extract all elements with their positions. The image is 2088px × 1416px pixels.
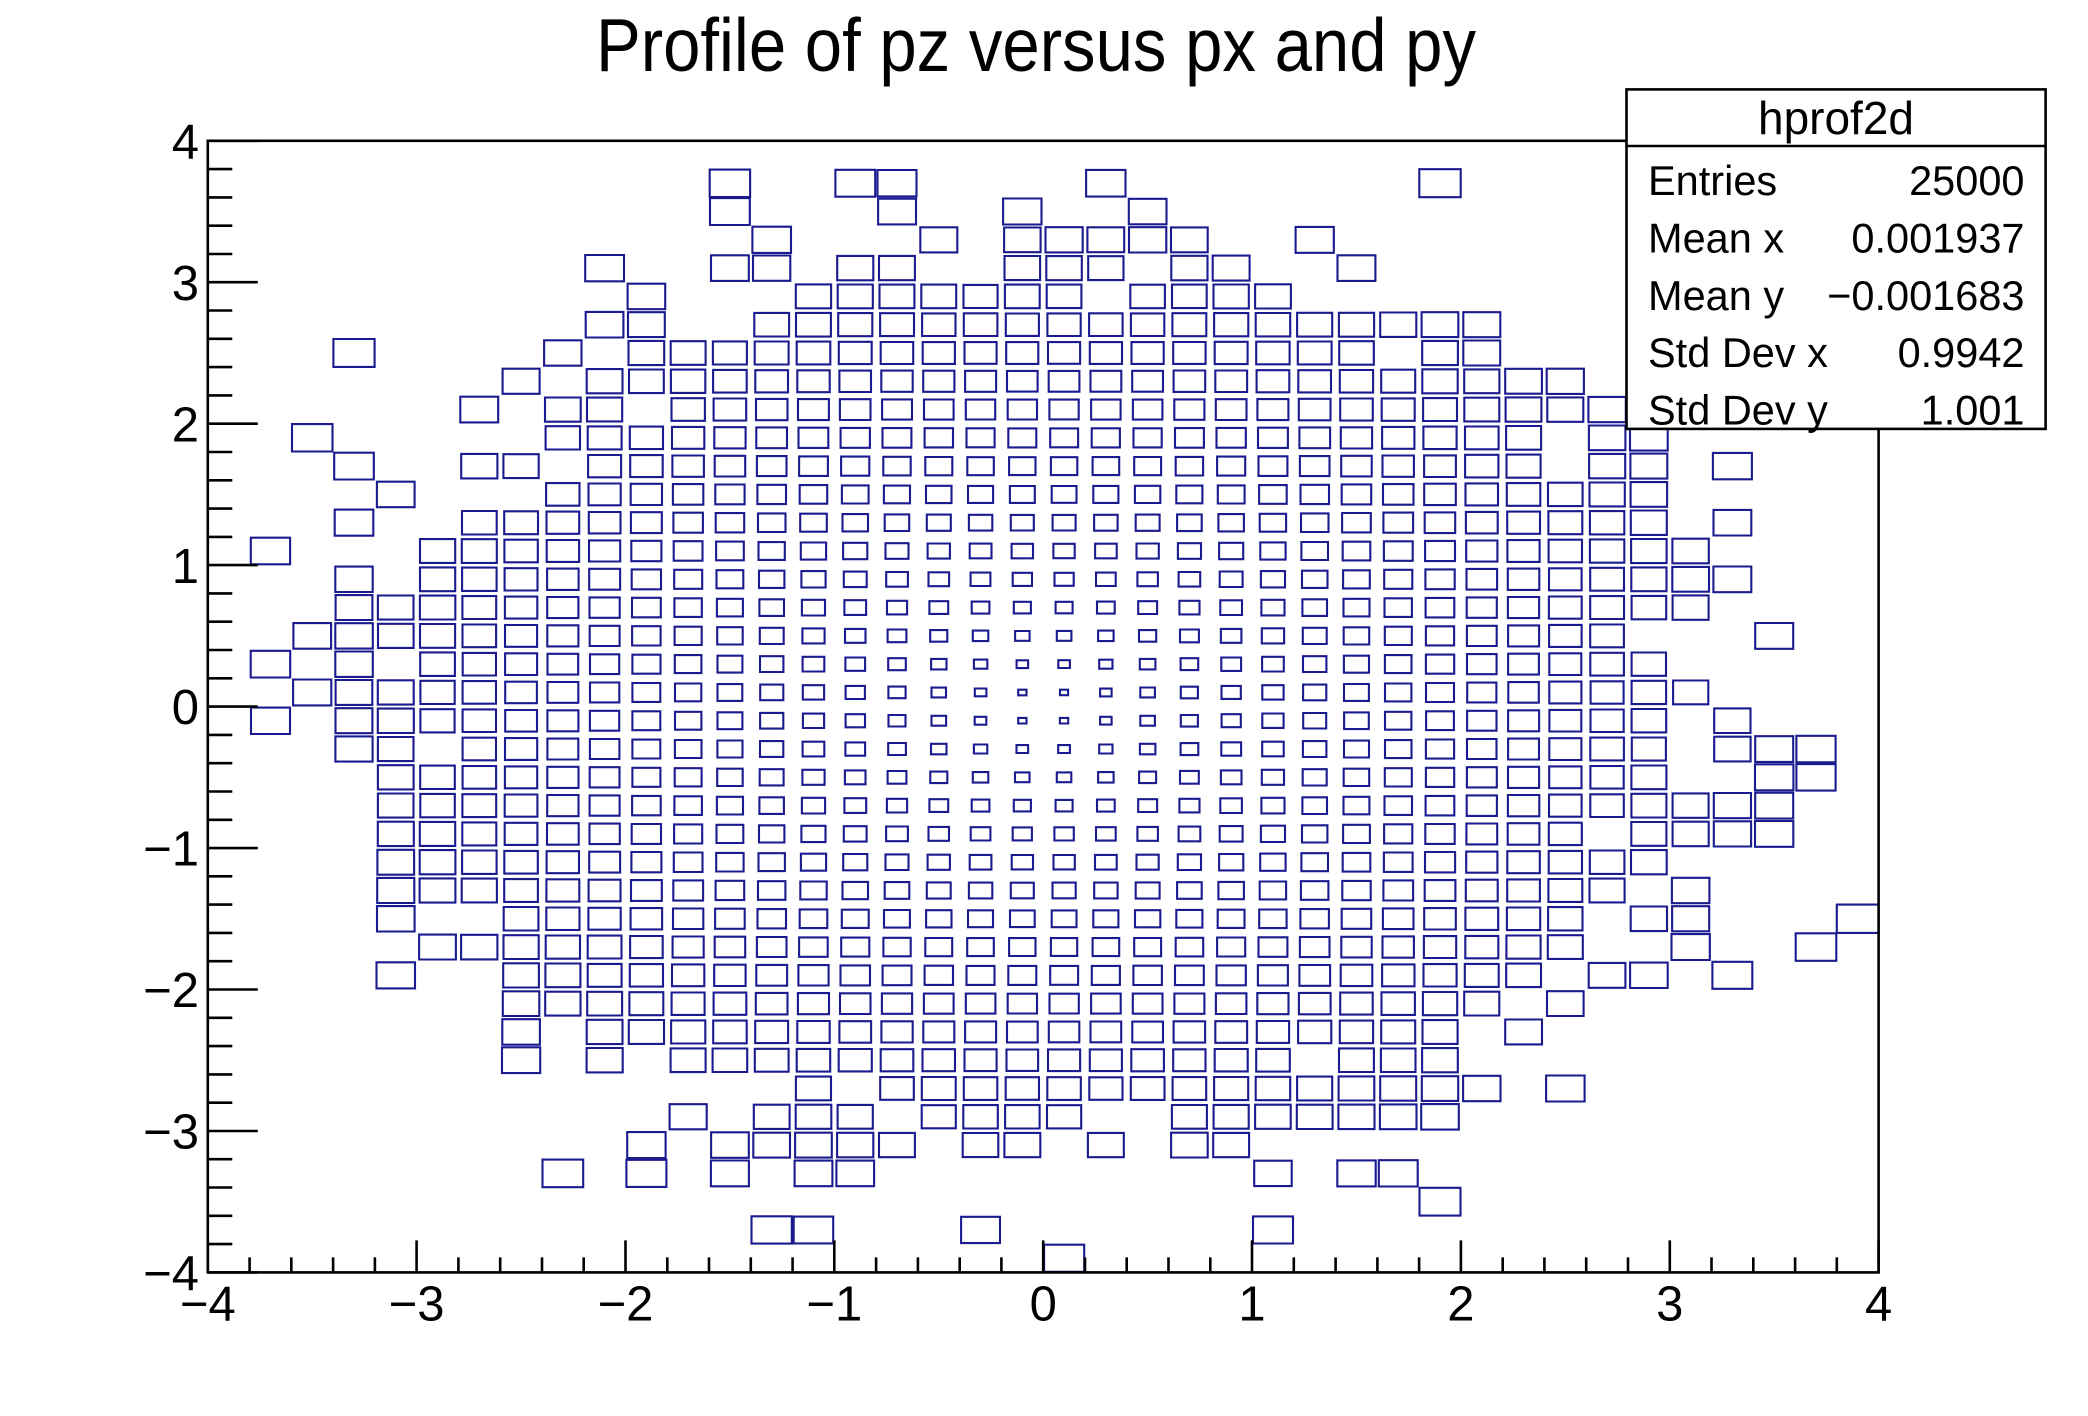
svg-text:−1: −1 — [806, 1278, 862, 1332]
svg-text:0.9942: 0.9942 — [1898, 329, 2025, 376]
svg-text:2: 2 — [1447, 1278, 1474, 1332]
svg-text:25000: 25000 — [1909, 157, 2024, 204]
svg-text:Std Dev y: Std Dev y — [1648, 387, 1828, 434]
svg-text:Profile of pz versus px and py: Profile of pz versus px and py — [596, 3, 1476, 87]
svg-text:−2: −2 — [143, 964, 199, 1018]
svg-text:−2: −2 — [598, 1278, 654, 1332]
svg-text:hprof2d: hprof2d — [1758, 92, 1914, 144]
svg-text:1.001: 1.001 — [1921, 387, 2025, 434]
svg-text:0: 0 — [172, 681, 199, 735]
svg-text:3: 3 — [172, 257, 199, 311]
svg-text:0: 0 — [1030, 1278, 1057, 1332]
svg-text:−4: −4 — [180, 1278, 236, 1332]
svg-text:−3: −3 — [143, 1106, 199, 1160]
svg-text:4: 4 — [1865, 1278, 1892, 1332]
svg-text:2: 2 — [172, 398, 199, 452]
svg-text:4: 4 — [172, 115, 199, 169]
svg-text:−0.001683: −0.001683 — [1827, 272, 2024, 319]
svg-text:1: 1 — [172, 540, 199, 594]
svg-text:Mean x: Mean x — [1648, 214, 1784, 261]
svg-text:−1: −1 — [143, 823, 199, 877]
svg-text:Mean y: Mean y — [1648, 272, 1784, 319]
svg-text:Entries: Entries — [1648, 157, 1777, 204]
svg-text:0.001937: 0.001937 — [1851, 214, 2024, 261]
svg-text:1: 1 — [1238, 1278, 1265, 1332]
svg-text:−4: −4 — [143, 1247, 199, 1301]
svg-text:Std Dev x: Std Dev x — [1648, 329, 1828, 376]
svg-text:3: 3 — [1656, 1278, 1683, 1332]
svg-text:−3: −3 — [389, 1278, 445, 1332]
